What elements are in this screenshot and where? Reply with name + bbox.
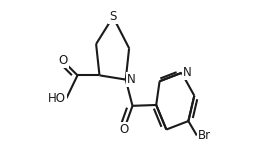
Text: HO: HO xyxy=(48,92,66,105)
Text: N: N xyxy=(127,73,136,86)
Text: N: N xyxy=(183,66,192,79)
Text: S: S xyxy=(109,10,117,23)
Text: Br: Br xyxy=(198,129,211,142)
Text: O: O xyxy=(59,54,68,67)
Text: O: O xyxy=(120,123,129,136)
